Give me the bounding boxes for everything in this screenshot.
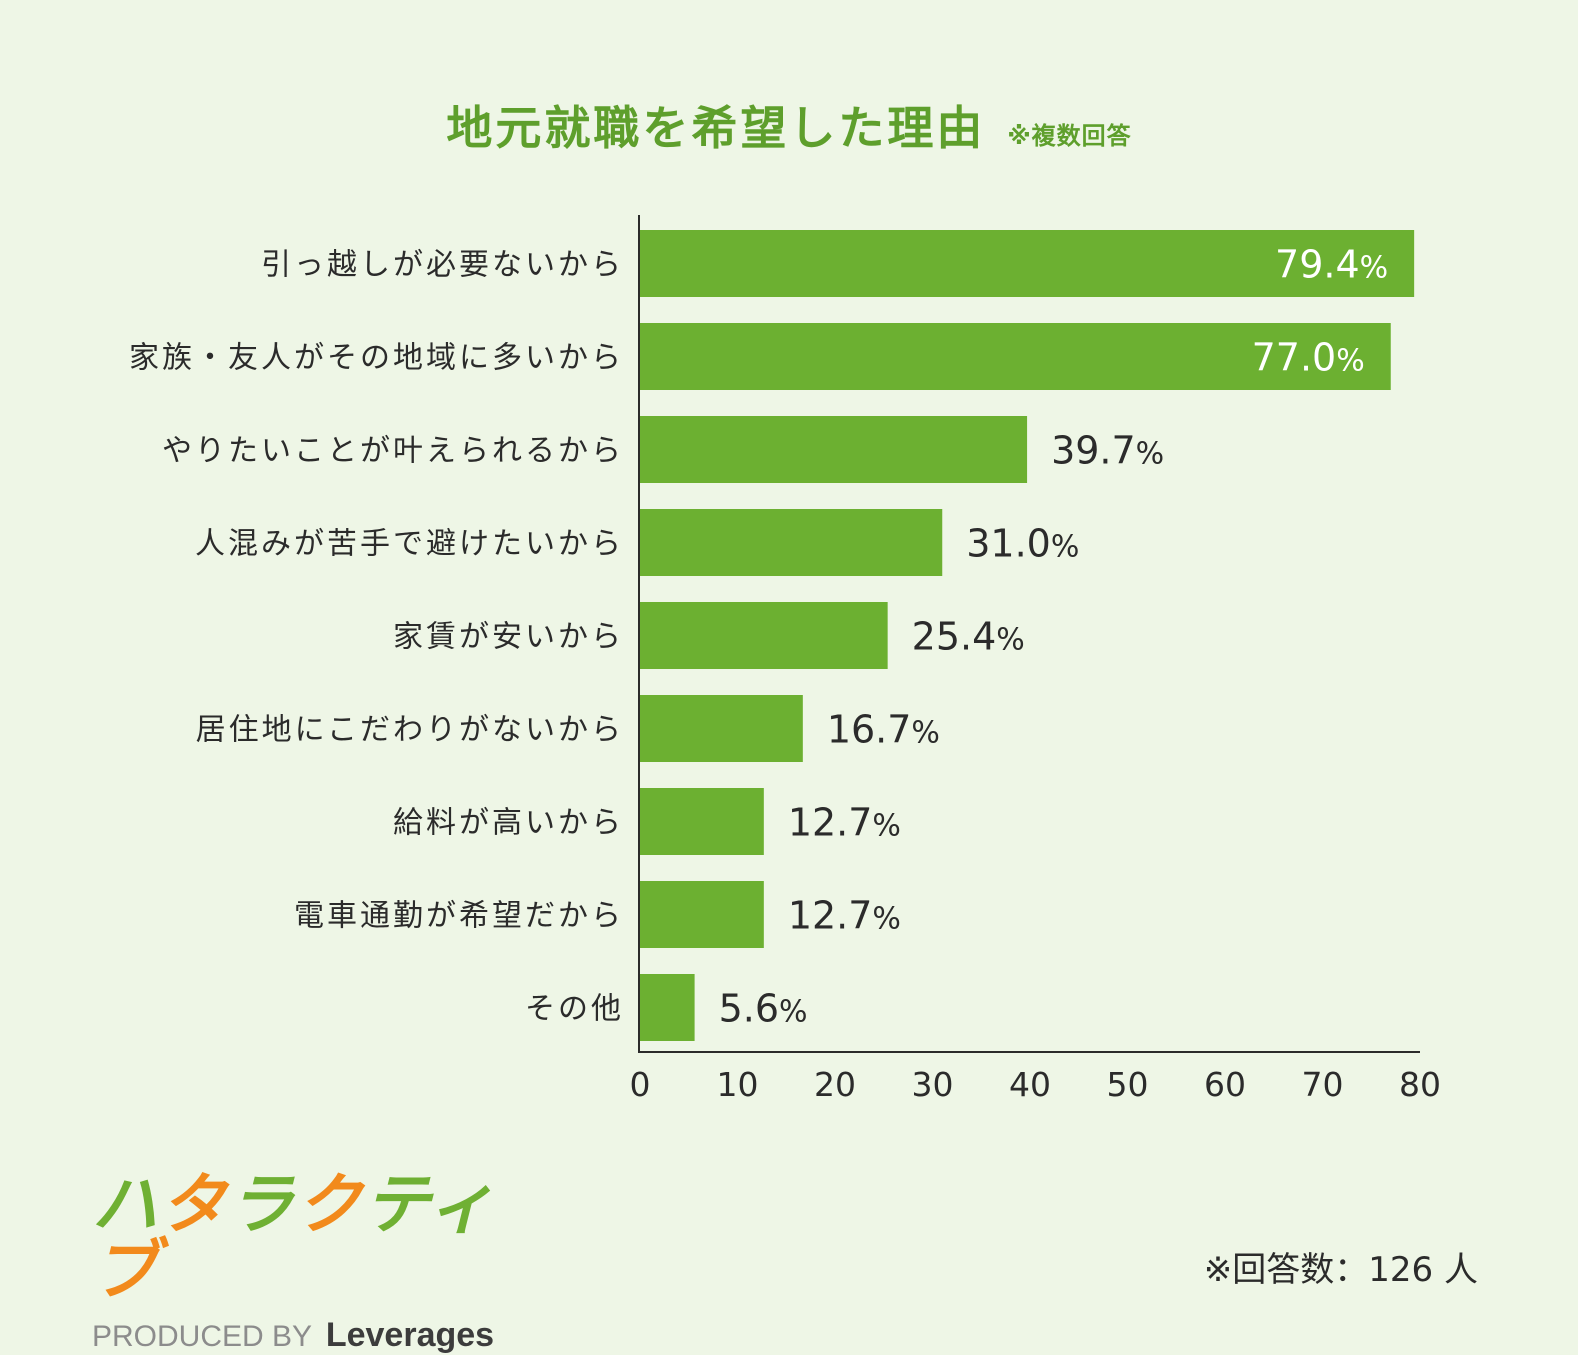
value-label: 31.0% [966, 522, 1079, 566]
produced-by-text: PRODUCED BY [92, 1320, 312, 1353]
respondent-count-note: ※回答数：126 人 [1203, 1250, 1478, 1290]
chart-title-block: 地元就職を希望した理由 ※複数回答 [0, 92, 1578, 158]
x-tick-label: 20 [814, 1065, 856, 1104]
logo-char: ィ [428, 1166, 497, 1243]
category-label: 人混みが苦手で避けたいから [195, 527, 624, 562]
bar [640, 695, 803, 762]
value-label: 39.7% [1051, 429, 1164, 473]
logo-wordmark: ハタラクティブ [92, 1172, 512, 1304]
x-tick-label: 0 [630, 1065, 651, 1104]
bar [640, 788, 764, 855]
x-tick-label: 30 [912, 1065, 954, 1104]
bar [640, 323, 1391, 390]
bar [640, 602, 888, 669]
leverages-brand: Leverages [325, 1316, 495, 1354]
category-label: 居住地にこだわりがないから [196, 713, 624, 748]
bar [640, 416, 1028, 483]
bar-chart: 引っ越しが必要ないから 79.4% 家族・友人がその地域に多いから 77.0% やりたい… [129, 215, 1441, 1104]
value-label: 25.4% [912, 615, 1025, 659]
value-label: 77.0% [1252, 336, 1365, 380]
bar [640, 881, 764, 948]
value-label: 5.6% [719, 987, 808, 1031]
category-label: 給料が高いから [393, 806, 624, 841]
category-label: 家賃が安いから [393, 620, 624, 655]
category-label: 電車通勤が希望だから [294, 899, 624, 934]
chart-title: 地元就職を希望した理由 [446, 101, 986, 155]
x-tick-label: 80 [1399, 1065, 1441, 1104]
logo-char: ク [296, 1166, 364, 1243]
hataractive-logo: ハタラクティブ PRODUCED BY Leverages [92, 1172, 512, 1355]
value-label: 16.7% [827, 708, 940, 752]
bar [640, 509, 943, 576]
category-label: やりたいことが叶えられるから [162, 434, 624, 469]
value-label: 79.4% [1275, 243, 1388, 287]
chart-title-note: ※複数回答 [1007, 122, 1132, 150]
category-label: 家族・友人がその地域に多いから [129, 341, 624, 376]
bar [640, 974, 695, 1041]
logo-produced-by: PRODUCED BY Leverages [92, 1316, 512, 1355]
logo-char: ブ [92, 1232, 160, 1309]
category-label: その他 [525, 992, 624, 1027]
bar [640, 230, 1415, 297]
value-label: 12.7% [788, 801, 901, 845]
logo-char: テ [364, 1166, 429, 1243]
value-label: 12.7% [788, 894, 901, 938]
x-tick-label: 60 [1204, 1065, 1246, 1104]
x-tick-label: 10 [717, 1065, 759, 1104]
x-tick-label: 70 [1302, 1065, 1344, 1104]
x-tick-label: 40 [1009, 1065, 1051, 1104]
logo-char: ラ [228, 1166, 296, 1243]
x-tick-label: 50 [1107, 1065, 1149, 1104]
category-label: 引っ越しが必要ないから [261, 248, 624, 283]
logo-char: タ [160, 1166, 228, 1243]
logo-char: ハ [92, 1166, 160, 1243]
